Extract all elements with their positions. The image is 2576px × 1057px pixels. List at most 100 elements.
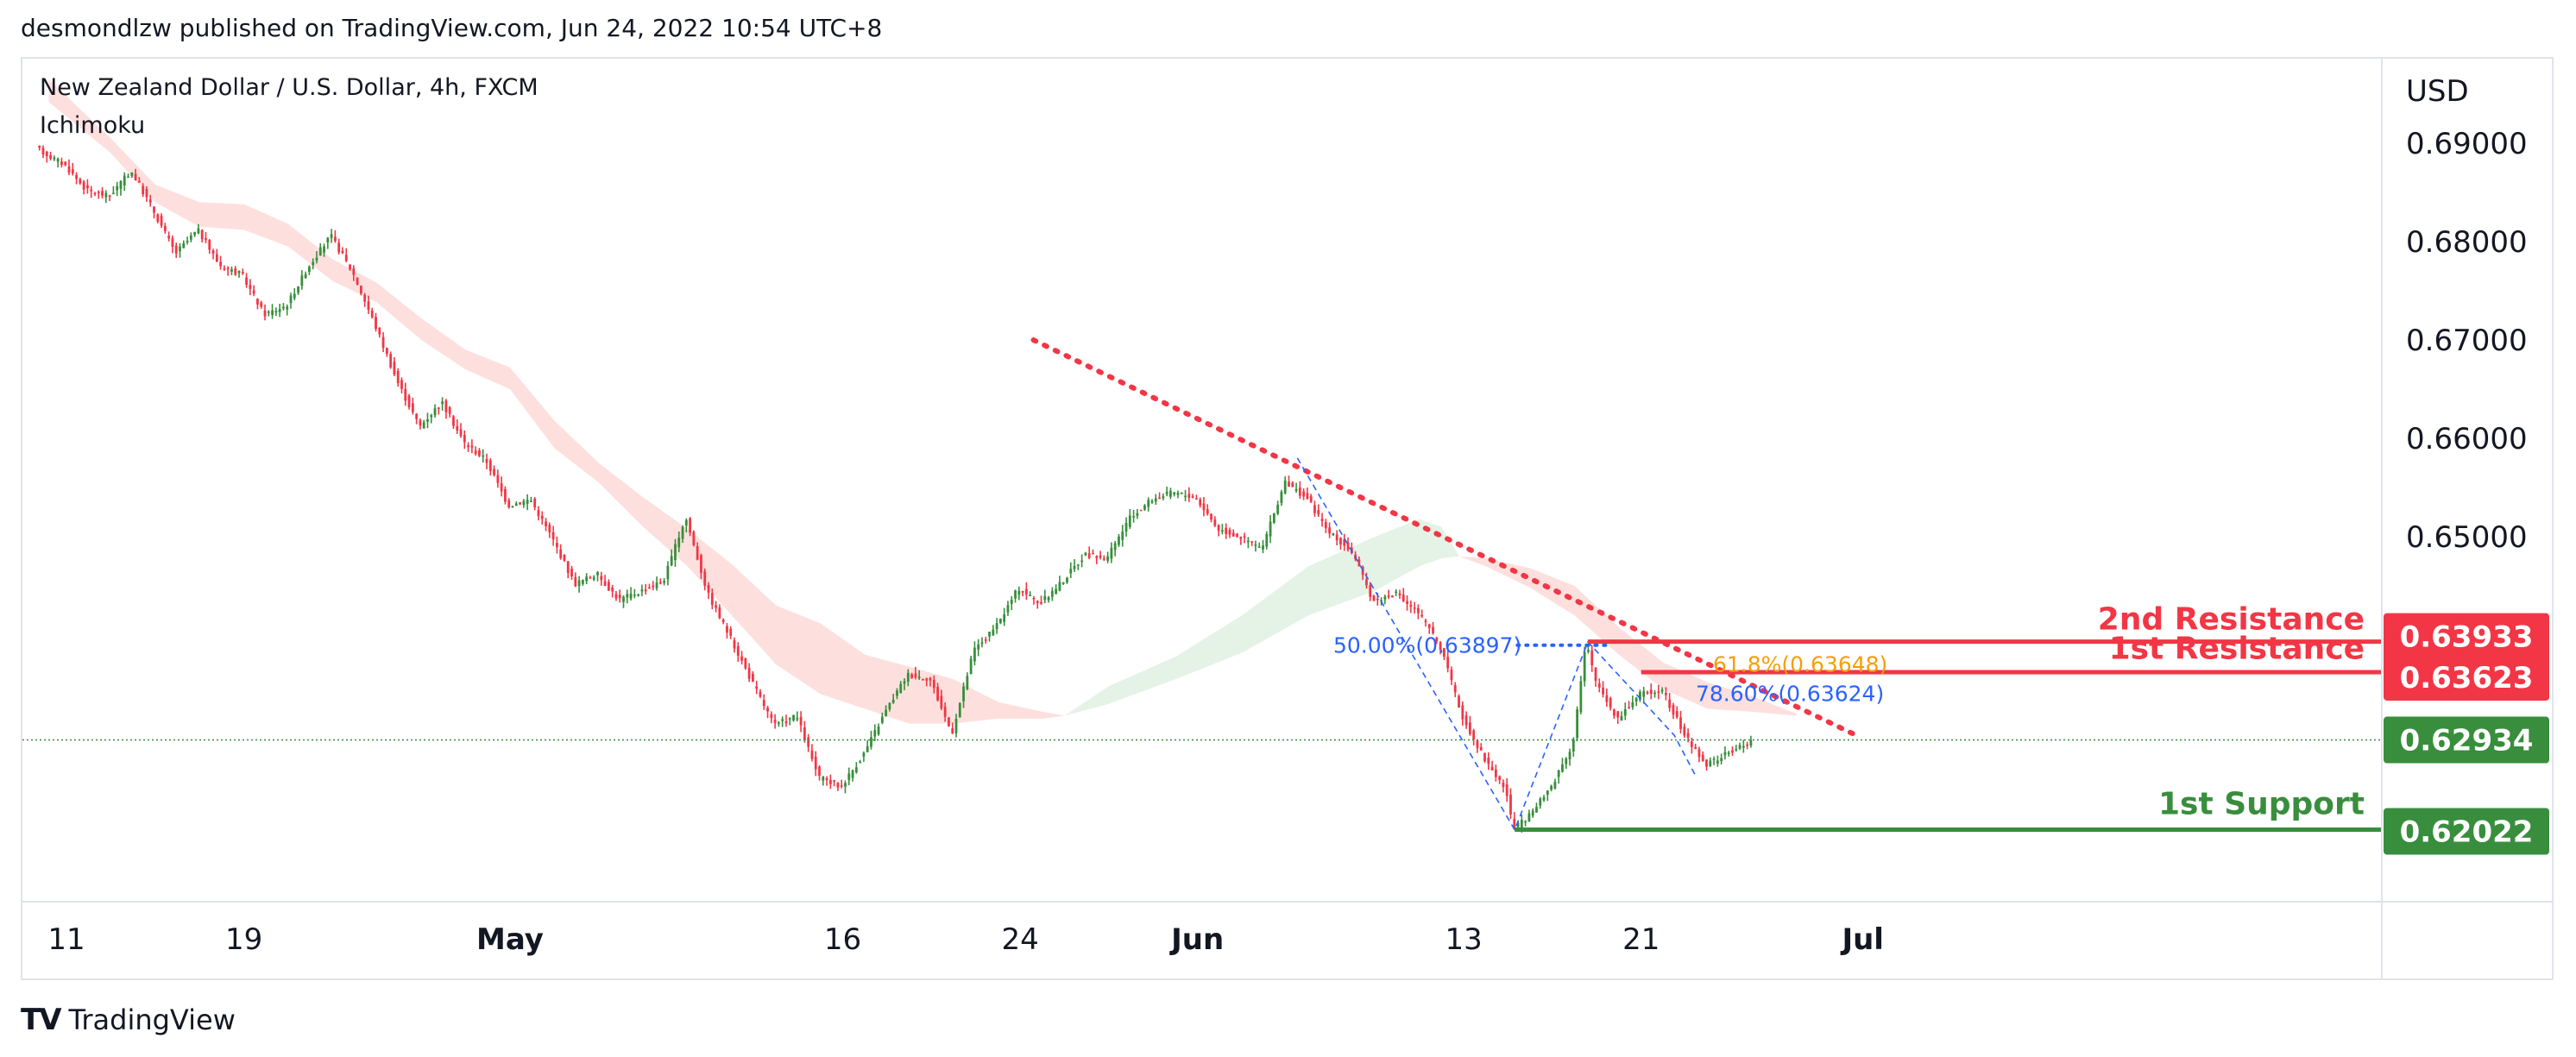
candle-body (1520, 820, 1523, 828)
candle-body (119, 180, 123, 189)
candle-body (969, 658, 973, 675)
candle-body (1446, 657, 1450, 669)
candle (1590, 645, 1594, 672)
candle (474, 446, 477, 456)
candle-body (880, 716, 884, 723)
candle-body (1468, 722, 1471, 734)
candle-body (1113, 543, 1117, 551)
candle-body (411, 403, 414, 412)
candle-body (862, 752, 866, 757)
candle-body (1092, 552, 1094, 555)
candle-body (729, 628, 733, 636)
candle (411, 397, 414, 415)
candle-body (1383, 596, 1387, 600)
candle (1272, 513, 1275, 525)
candle (1339, 537, 1342, 551)
candle (1265, 531, 1269, 550)
candle-body (1527, 813, 1531, 822)
candle (803, 720, 806, 743)
candle (437, 406, 440, 415)
candle (419, 418, 422, 430)
candle (696, 542, 699, 561)
candle-body (526, 500, 529, 504)
candle (674, 538, 677, 567)
second-resistance-label: 2nd Resistance (2098, 602, 2365, 638)
candle (958, 702, 961, 719)
candle (134, 168, 137, 181)
candle-body (304, 274, 307, 279)
candle (962, 682, 965, 708)
candle (1571, 737, 1575, 757)
indicator-label[interactable]: Ichimoku (40, 112, 146, 139)
candle-body (1365, 579, 1368, 586)
candle (1683, 723, 1686, 739)
candle (333, 230, 337, 243)
candle-body (463, 435, 466, 443)
candle (470, 439, 474, 454)
candle (271, 304, 274, 319)
candle-body (1231, 532, 1235, 537)
candle-body (914, 673, 917, 678)
candle-body (958, 702, 961, 717)
candle (1328, 522, 1332, 538)
candle (448, 406, 451, 418)
candle-body (53, 157, 56, 160)
candle (914, 666, 917, 680)
candle-body (1169, 490, 1172, 497)
candle-body (596, 572, 599, 576)
candle (1628, 701, 1630, 709)
candle (910, 672, 913, 679)
candle (1568, 748, 1571, 766)
candle (38, 145, 41, 151)
candle (744, 657, 747, 670)
candle (1095, 555, 1099, 564)
candle-body (519, 502, 521, 505)
first-support-badge-bg (2384, 808, 2549, 855)
candle (1613, 708, 1616, 720)
candle (1143, 504, 1146, 512)
candle-body (951, 727, 954, 734)
candle-body (966, 676, 969, 689)
candle (1246, 537, 1250, 549)
candle-body (415, 413, 419, 419)
candle-body (1202, 503, 1206, 511)
candle (1675, 706, 1678, 720)
candle (973, 641, 976, 666)
candle-body (828, 779, 832, 784)
candle-body (1417, 607, 1420, 613)
candle (1565, 757, 1568, 769)
candle (1269, 514, 1272, 544)
candle-body (1587, 650, 1590, 652)
candle-body (1435, 637, 1439, 642)
candle-body (1376, 598, 1379, 601)
candle (1029, 591, 1032, 597)
candle (407, 393, 411, 410)
candle (200, 229, 204, 242)
candle (1320, 513, 1324, 527)
candle-body (555, 543, 558, 548)
candle (977, 639, 980, 657)
candle-body (799, 716, 803, 726)
candle (186, 236, 189, 245)
candle-body (308, 266, 311, 273)
candle (1047, 595, 1050, 603)
candle (537, 506, 540, 521)
candle (526, 494, 529, 511)
candle (318, 243, 322, 256)
candle-body (1623, 709, 1627, 716)
tradingview-logo[interactable]: TV TradingView (21, 1003, 236, 1037)
time-tick-label: 16 (824, 922, 861, 957)
symbol-title[interactable]: New Zealand Dollar / U.S. Dollar, 4h, FX… (40, 74, 539, 101)
candle (570, 565, 573, 580)
candle (49, 151, 52, 161)
candle-body (1324, 522, 1327, 529)
candle-body (341, 250, 344, 254)
candle-body (870, 737, 872, 747)
candle-body (710, 593, 714, 606)
candle-body (256, 299, 259, 305)
candle (1357, 556, 1361, 567)
candle (666, 561, 670, 586)
candle (1317, 504, 1320, 517)
candle-body (807, 737, 810, 747)
